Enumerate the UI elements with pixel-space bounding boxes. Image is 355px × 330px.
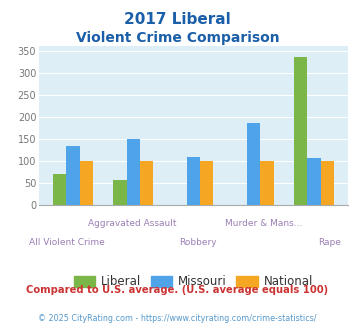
Bar bbox=[247, 123, 260, 205]
Text: All Violent Crime: All Violent Crime bbox=[29, 238, 105, 247]
Text: Murder & Mans...: Murder & Mans... bbox=[225, 219, 303, 228]
Bar bbox=[113, 181, 127, 205]
Bar bbox=[80, 161, 93, 205]
Legend: Liberal, Missouri, National: Liberal, Missouri, National bbox=[69, 271, 318, 293]
Text: Aggravated Assault: Aggravated Assault bbox=[88, 219, 177, 228]
Text: 2017 Liberal: 2017 Liberal bbox=[124, 12, 231, 26]
Text: Robbery: Robbery bbox=[180, 238, 217, 247]
Bar bbox=[307, 157, 321, 205]
Bar bbox=[260, 161, 274, 205]
Text: © 2025 CityRating.com - https://www.cityrating.com/crime-statistics/: © 2025 CityRating.com - https://www.city… bbox=[38, 314, 317, 323]
Text: Violent Crime Comparison: Violent Crime Comparison bbox=[76, 31, 279, 45]
Text: Compared to U.S. average. (U.S. average equals 100): Compared to U.S. average. (U.S. average … bbox=[26, 285, 329, 295]
Bar bbox=[127, 139, 140, 205]
Bar bbox=[187, 157, 200, 205]
Bar bbox=[294, 57, 307, 205]
Bar bbox=[140, 161, 153, 205]
Text: Rape: Rape bbox=[318, 238, 341, 247]
Bar bbox=[321, 161, 334, 205]
Bar bbox=[200, 161, 213, 205]
Bar bbox=[66, 146, 80, 205]
Bar bbox=[53, 174, 66, 205]
